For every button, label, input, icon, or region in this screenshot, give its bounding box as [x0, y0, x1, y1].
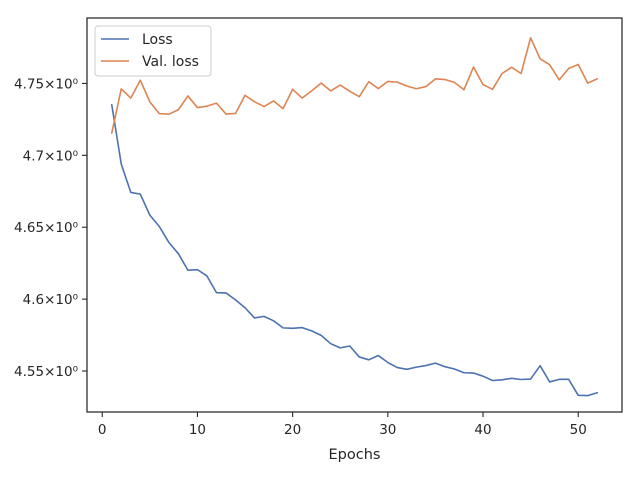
x-tick-label: 10 [189, 422, 206, 438]
plot-frame [86, 17, 623, 413]
legend-label: Loss [142, 32, 173, 48]
y-tick-label: 4.55×10⁰ [14, 364, 78, 380]
y-tick-label: 4.6×10⁰ [23, 292, 78, 308]
legend: Loss Val. loss [94, 25, 212, 77]
series-line-val-loss [110, 37, 599, 134]
y-tick-label: 4.65×10⁰ [14, 220, 78, 236]
x-tick-label: 40 [474, 422, 491, 438]
y-ticks: 4.55×10⁰ 4.6×10⁰ 4.65×10⁰ 4.7×10⁰ 4.75×10⁰ [14, 76, 87, 380]
y-tick-label: 4.75×10⁰ [14, 76, 78, 92]
plot-lines [110, 37, 599, 397]
x-ticks: 0 10 20 30 40 50 [98, 412, 587, 438]
x-tick-label: 0 [98, 422, 107, 438]
y-tick-label: 4.7×10⁰ [23, 148, 78, 164]
series-line-loss [110, 103, 599, 397]
legend-label: Val. loss [142, 54, 199, 70]
x-tick-label: 20 [284, 422, 301, 438]
x-axis-label: Epochs [329, 447, 381, 463]
x-tick-label: 50 [570, 422, 587, 438]
x-tick-label: 30 [379, 422, 396, 438]
